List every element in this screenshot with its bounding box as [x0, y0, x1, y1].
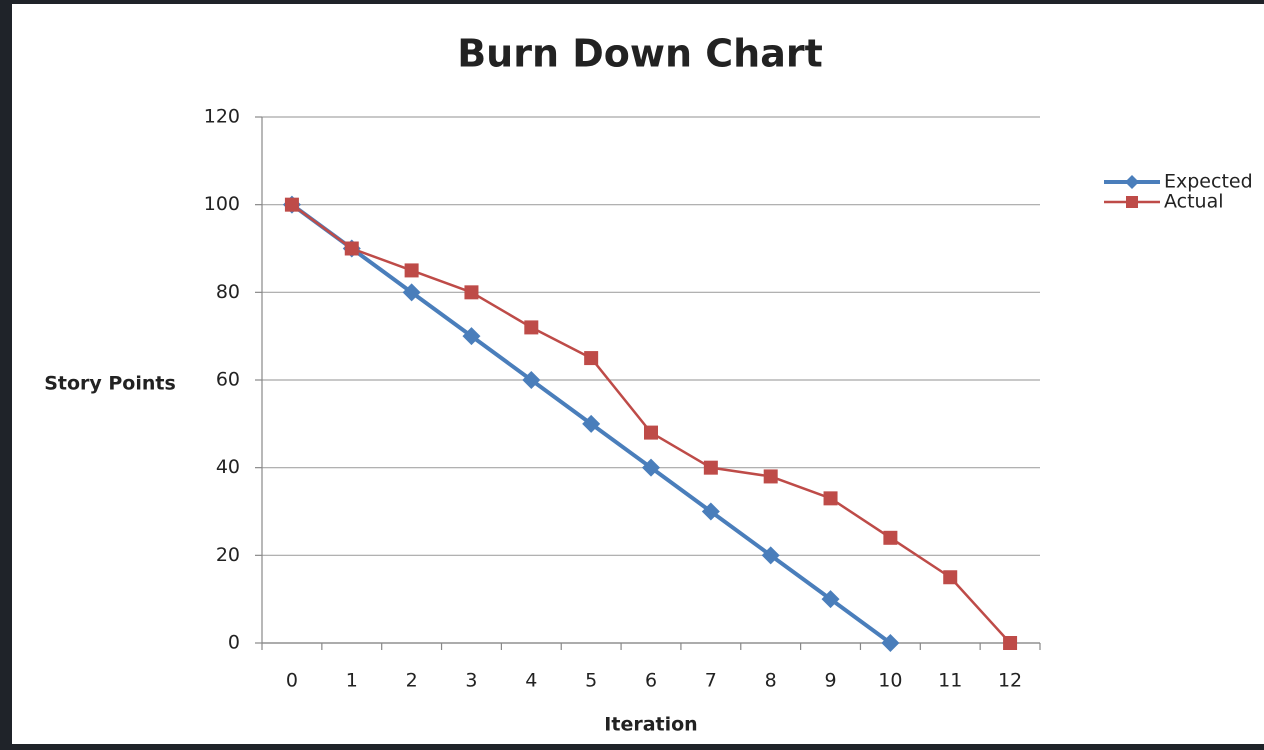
data-point: [763, 469, 778, 484]
x-tick-label: 4: [525, 670, 537, 692]
data-point: [464, 285, 479, 300]
data-point: [582, 414, 601, 433]
y-tick-label: 20: [216, 544, 240, 566]
data-point: [524, 320, 539, 335]
data-point: [462, 327, 481, 346]
x-axis-label: Iteration: [604, 714, 697, 736]
legend-marker: [1126, 196, 1138, 208]
legend-marker: [1125, 175, 1139, 189]
x-tick-label: 8: [765, 670, 777, 692]
data-point: [701, 502, 720, 521]
data-point: [821, 590, 840, 609]
data-point: [703, 460, 718, 475]
data-point: [404, 263, 419, 278]
x-tick-label: 7: [705, 670, 717, 692]
x-tick-label: 2: [406, 670, 418, 692]
y-tick-label: 80: [216, 281, 240, 303]
y-tick-label: 60: [216, 369, 240, 391]
y-tick-label: 0: [228, 632, 240, 654]
x-tick-label: 9: [824, 670, 836, 692]
data-point: [402, 283, 421, 302]
y-tick-label: 120: [204, 106, 240, 128]
chart-background: [12, 4, 1264, 744]
legend-label: Actual: [1164, 191, 1224, 213]
data-point: [284, 197, 299, 212]
y-tick-label: 100: [204, 193, 240, 215]
y-tick-label: 40: [216, 456, 240, 478]
chart-title: Burn Down Chart: [457, 32, 823, 76]
x-tick-label: 6: [645, 670, 657, 692]
data-point: [1003, 636, 1018, 650]
x-tick-label: 5: [585, 670, 597, 692]
data-point: [644, 425, 658, 440]
y-axis-label: Story Points: [44, 373, 176, 395]
data-point: [344, 241, 359, 256]
data-point: [823, 491, 838, 506]
data-point: [883, 530, 898, 545]
x-tick-label: 1: [346, 670, 358, 692]
x-tick-label: 12: [998, 670, 1022, 692]
legend-label: Expected: [1164, 171, 1253, 193]
x-tick-label: 3: [465, 670, 477, 692]
data-point: [522, 371, 541, 389]
data-point: [642, 458, 660, 477]
data-point: [943, 570, 958, 585]
x-tick-label: 11: [938, 670, 962, 692]
data-point: [761, 546, 780, 565]
x-tick-label: 0: [286, 670, 298, 692]
x-tick-label: 10: [878, 670, 902, 692]
data-point: [881, 634, 900, 652]
data-point: [584, 351, 599, 366]
